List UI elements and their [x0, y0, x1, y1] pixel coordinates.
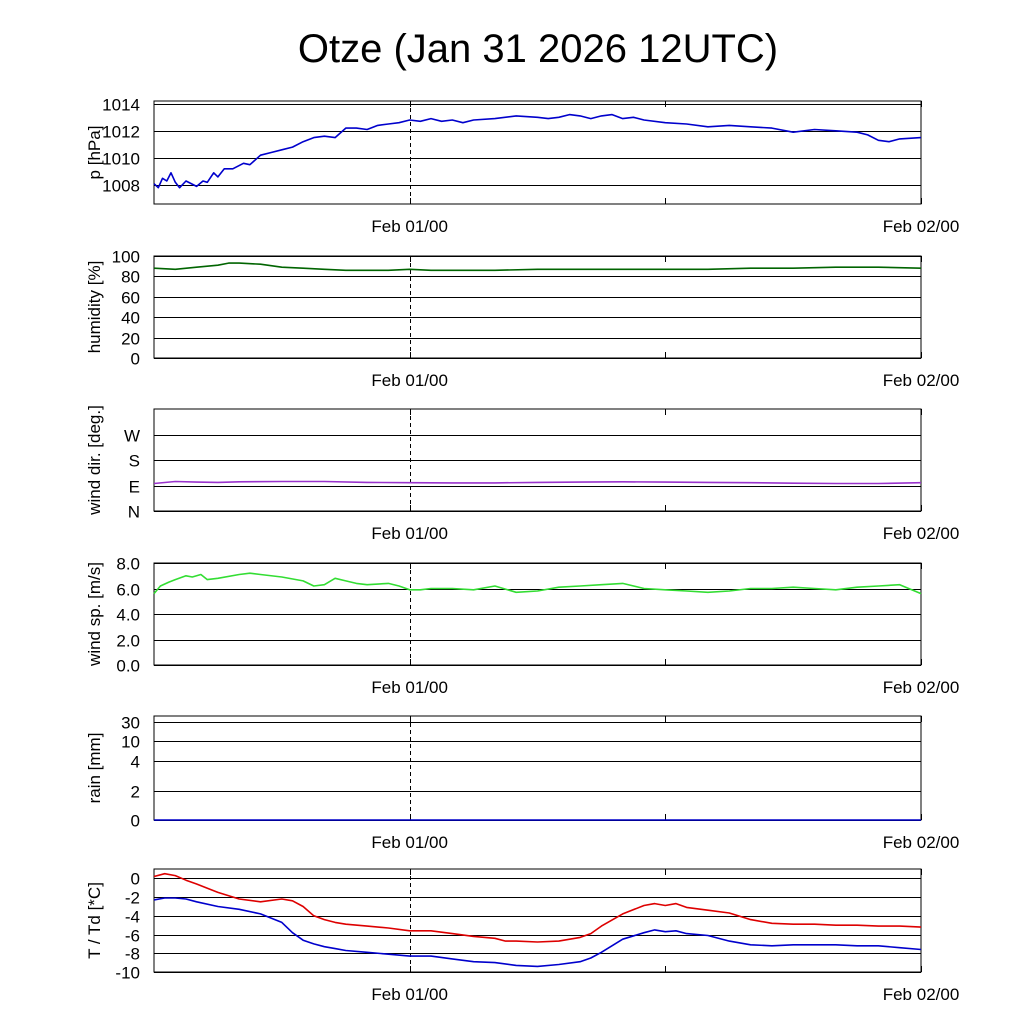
- wind-dir-series-wind-direction: [153, 480, 922, 485]
- rain-y-tick-label: 2: [131, 783, 140, 802]
- humidity-y-tick-label: 80: [121, 268, 140, 287]
- wind-speed-y-tick-label: 2.0: [116, 632, 140, 651]
- wind-dir-y-tick-label: N: [128, 503, 140, 522]
- pressure-frame: [153, 100, 922, 205]
- rain-y-tick-label: 0: [131, 812, 140, 831]
- rain-x-label-feb02: Feb 02/00: [883, 833, 960, 852]
- temperature-series-td: [153, 897, 922, 968]
- humidity-y-axis-label: humidity [%]: [85, 261, 104, 354]
- pressure-y-tick-label: 1008: [102, 177, 140, 196]
- temperature-y-tick-label: -2: [125, 889, 140, 908]
- wind-dir-y-tick-label: W: [124, 427, 140, 446]
- pressure-series-pressure: [153, 113, 922, 189]
- pressure-y-tick-label: 1012: [102, 123, 140, 142]
- wind-speed-y-tick-label: 0.0: [116, 657, 140, 676]
- humidity-y-tick-label: 40: [121, 309, 140, 328]
- humidity-y-tick-label: 60: [121, 289, 140, 308]
- temperature-y-tick-label: -4: [125, 908, 140, 927]
- humidity-series-humidity: [153, 262, 922, 272]
- pressure-x-label-feb02: Feb 02/00: [883, 217, 960, 236]
- wind-speed-x-label-feb01: Feb 01/00: [371, 678, 448, 697]
- temperature-x-label-feb01: Feb 01/00: [371, 985, 448, 1004]
- humidity-y-tick-label: 0: [131, 350, 140, 369]
- rain-frame: [153, 715, 922, 821]
- wind-dir-y-tick-label: S: [129, 452, 140, 471]
- rain-y-tick-label: 4: [131, 753, 140, 772]
- rain-y-tick-label: 10: [121, 733, 140, 752]
- wind-speed-y-tick-label: 4.0: [116, 606, 140, 625]
- wind-dir-x-label-feb02: Feb 02/00: [883, 524, 960, 543]
- humidity-x-label-feb02: Feb 02/00: [883, 371, 960, 390]
- pressure-y-axis-label: p [hPa]: [85, 126, 104, 180]
- pressure-x-label-feb01: Feb 01/00: [371, 217, 448, 236]
- wind-dir-y-tick-label: E: [129, 478, 140, 497]
- temperature-y-axis-label: T / Td [*C]: [85, 882, 104, 959]
- wind-dir-x-label-feb01: Feb 01/00: [371, 524, 448, 543]
- wind-speed-y-axis-label: wind sp. [m/s]: [85, 562, 104, 667]
- temperature-y-tick-label: -6: [125, 927, 140, 946]
- temperature-y-tick-label: 0: [131, 870, 140, 889]
- temperature-frame: [153, 868, 922, 973]
- chart-title: Otze (Jan 31 2026 12UTC): [298, 27, 778, 71]
- temperature-y-tick-label: -10: [115, 964, 140, 983]
- temperature-y-tick-label: -8: [125, 945, 140, 964]
- rain-y-tick-label: 30: [121, 714, 140, 733]
- rain-x-label-feb01: Feb 01/00: [371, 833, 448, 852]
- temperature-x-label-feb02: Feb 02/00: [883, 985, 960, 1004]
- temperature-series-t: [153, 872, 922, 943]
- humidity-frame: [153, 255, 922, 359]
- pressure-y-tick-label: 1010: [102, 150, 140, 169]
- rain-y-axis-label: rain [mm]: [85, 733, 104, 804]
- humidity-x-label-feb01: Feb 01/00: [371, 371, 448, 390]
- wind-speed-series-wind-speed: [153, 572, 922, 595]
- wind-speed-y-tick-label: 6.0: [116, 581, 140, 600]
- wind-dir-y-axis-label: wind dir. [deg.]: [85, 405, 104, 516]
- pressure-y-tick-label: 1014: [102, 96, 140, 115]
- humidity-y-tick-label: 20: [121, 330, 140, 349]
- humidity-y-tick-label: 100: [112, 248, 140, 267]
- wind-speed-y-tick-label: 8.0: [116, 555, 140, 574]
- wind-speed-x-label-feb02: Feb 02/00: [883, 678, 960, 697]
